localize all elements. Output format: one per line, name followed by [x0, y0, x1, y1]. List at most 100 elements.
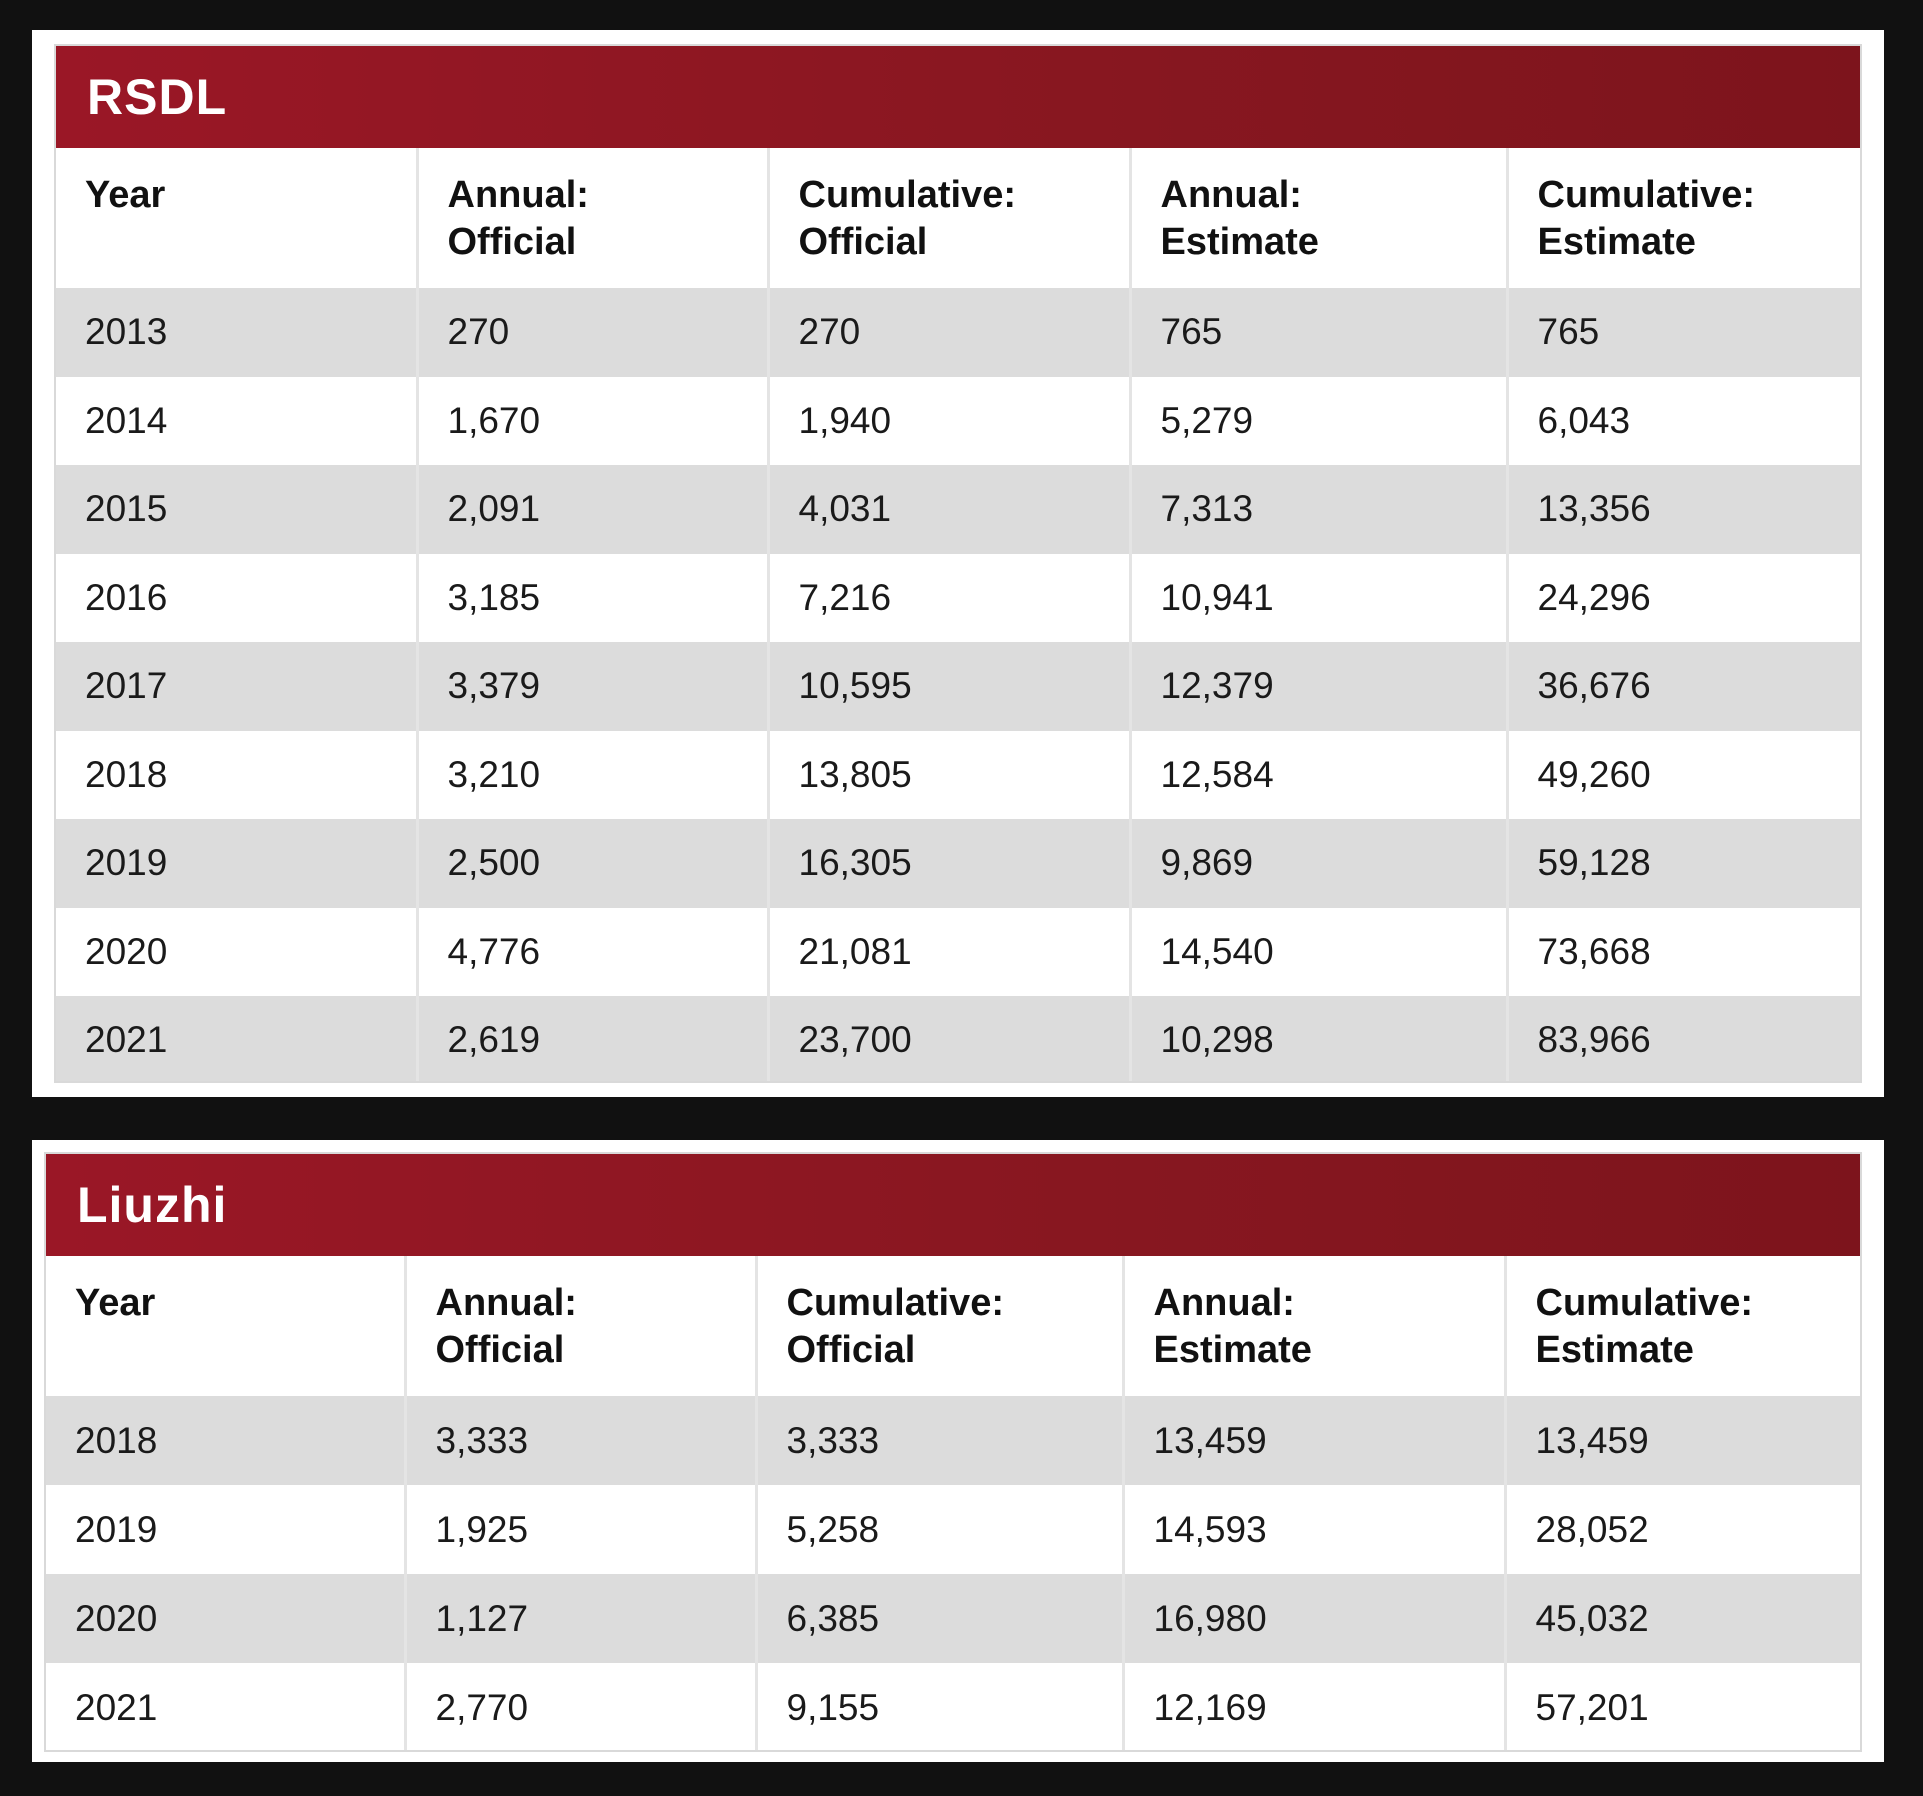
- cell-year: 2021: [46, 1663, 405, 1750]
- cell-annual-estimate: 12,379: [1128, 642, 1507, 731]
- cell-cumulative-estimate: 28,052: [1503, 1485, 1860, 1574]
- column-header-line: Estimate: [1160, 221, 1319, 263]
- cell-annual-estimate: 14,593: [1121, 1485, 1505, 1574]
- cell-cumulative-estimate: 13,459: [1503, 1396, 1860, 1485]
- column-header-line: Official: [435, 1329, 565, 1371]
- table-row: 2018 3,333 3,333 13,459 13,459: [46, 1396, 1860, 1485]
- column-header-line: Cumulative:: [786, 1282, 1004, 1324]
- cell-annual-official: 2,091: [415, 465, 768, 554]
- column-header-line: Annual:: [1160, 174, 1302, 216]
- table-row: 2019 2,500 16,305 9,869 59,128: [56, 819, 1860, 908]
- cell-cumulative-official: 7,216: [766, 553, 1130, 642]
- cell-cumulative-official: 6,385: [754, 1574, 1123, 1663]
- header-row: Year Annual: Official Cumulative: Official An…: [56, 148, 1860, 288]
- column-header-line: Estimate: [1153, 1329, 1312, 1371]
- column-header-line: Cumulative:: [798, 174, 1016, 216]
- cell-cumulative-official: 5,258: [754, 1485, 1123, 1574]
- cell-annual-estimate: 13,459: [1121, 1396, 1505, 1485]
- cell-annual-official: 2,500: [415, 819, 768, 908]
- table-row: 2017 3,379 10,595 12,379 36,676: [56, 642, 1860, 731]
- table-row: 2021 2,770 9,155 12,169 57,201: [46, 1663, 1860, 1750]
- cell-year: 2021: [56, 996, 417, 1081]
- table-row: 2020 1,127 6,385 16,980 45,032: [46, 1574, 1860, 1663]
- cell-annual-estimate: 5,279: [1128, 376, 1507, 465]
- column-header-year: Year: [56, 148, 417, 288]
- cell-cumulative-estimate: 13,356: [1505, 465, 1860, 554]
- cell-year: 2020: [46, 1574, 405, 1663]
- cell-cumulative-official: 16,305: [766, 819, 1130, 908]
- cell-cumulative-official: 270: [766, 288, 1130, 377]
- cell-annual-official: 270: [415, 288, 768, 377]
- liuzhi-title: Liuzhi: [46, 1154, 1860, 1256]
- column-header-year: Year: [46, 1256, 405, 1396]
- column-header-line: Year: [75, 1282, 156, 1324]
- cell-cumulative-official: 23,700: [766, 996, 1130, 1081]
- column-header-line: Official: [447, 221, 577, 263]
- rsdl-panel: RSDL Year Annual: Official Cumulative: Offic…: [32, 30, 1884, 1097]
- column-header-line: Official: [786, 1329, 916, 1371]
- cell-cumulative-estimate: 45,032: [1503, 1574, 1860, 1663]
- cell-annual-estimate: 9,869: [1128, 819, 1507, 908]
- cell-cumulative-official: 4,031: [766, 465, 1130, 554]
- column-header-line: Year: [85, 174, 166, 216]
- cell-cumulative-estimate: 83,966: [1505, 996, 1860, 1081]
- cell-cumulative-official: 21,081: [766, 907, 1130, 996]
- cell-cumulative-estimate: 57,201: [1503, 1663, 1860, 1750]
- rsdl-title: RSDL: [56, 46, 1860, 148]
- table-row: 2013 270 270 765 765: [56, 288, 1860, 377]
- column-header-line: Cumulative:: [1537, 174, 1755, 216]
- cell-cumulative-estimate: 59,128: [1505, 819, 1860, 908]
- cell-year: 2020: [56, 907, 417, 996]
- column-header-cumulative-official: Cumulative: Official: [766, 148, 1130, 288]
- cell-annual-official: 4,776: [415, 907, 768, 996]
- cell-annual-official: 1,127: [403, 1574, 756, 1663]
- column-header-line: Annual:: [447, 174, 589, 216]
- cell-year: 2017: [56, 642, 417, 731]
- table-row: 2015 2,091 4,031 7,313 13,356: [56, 465, 1860, 554]
- cell-cumulative-official: 3,333: [754, 1396, 1123, 1485]
- cell-cumulative-estimate: 49,260: [1505, 730, 1860, 819]
- column-header-line: Official: [798, 221, 928, 263]
- cell-annual-official: 3,333: [403, 1396, 756, 1485]
- cell-year: 2019: [46, 1485, 405, 1574]
- cell-annual-estimate: 765: [1128, 288, 1507, 377]
- column-header-cumulative-official: Cumulative: Official: [754, 1256, 1123, 1396]
- table-row: 2019 1,925 5,258 14,593 28,052: [46, 1485, 1860, 1574]
- cell-cumulative-estimate: 6,043: [1505, 376, 1860, 465]
- liuzhi-table-box: Liuzhi Year Annual: Official Cumulative: Off…: [44, 1152, 1862, 1752]
- cell-annual-estimate: 7,313: [1128, 465, 1507, 554]
- column-header-line: Estimate: [1535, 1329, 1694, 1371]
- column-header-annual-estimate: Annual: Estimate: [1128, 148, 1507, 288]
- cell-cumulative-estimate: 36,676: [1505, 642, 1860, 731]
- cell-annual-estimate: 10,298: [1128, 996, 1507, 1081]
- column-header-cumulative-estimate: Cumulative: Estimate: [1503, 1256, 1860, 1396]
- cell-year: 2014: [56, 376, 417, 465]
- column-header-cumulative-estimate: Cumulative: Estimate: [1505, 148, 1860, 288]
- cell-year: 2013: [56, 288, 417, 377]
- cell-cumulative-official: 9,155: [754, 1663, 1123, 1750]
- cell-annual-official: 3,379: [415, 642, 768, 731]
- cell-cumulative-official: 1,940: [766, 376, 1130, 465]
- cell-annual-estimate: 10,941: [1128, 553, 1507, 642]
- column-header-line: Annual:: [1153, 1282, 1295, 1324]
- table-row: 2014 1,670 1,940 5,279 6,043: [56, 376, 1860, 465]
- cell-cumulative-official: 10,595: [766, 642, 1130, 731]
- cell-annual-official: 1,925: [403, 1485, 756, 1574]
- cell-cumulative-estimate: 765: [1505, 288, 1860, 377]
- column-header-annual-official: Annual: Official: [403, 1256, 756, 1396]
- liuzhi-table: Year Annual: Official Cumulative: Official An…: [46, 1256, 1860, 1750]
- cell-cumulative-official: 13,805: [766, 730, 1130, 819]
- column-header-annual-official: Annual: Official: [415, 148, 768, 288]
- column-header-line: Cumulative:: [1535, 1282, 1753, 1324]
- cell-annual-official: 3,185: [415, 553, 768, 642]
- cell-annual-estimate: 12,584: [1128, 730, 1507, 819]
- cell-annual-estimate: 16,980: [1121, 1574, 1505, 1663]
- column-header-annual-estimate: Annual: Estimate: [1121, 1256, 1505, 1396]
- column-header-line: Annual:: [435, 1282, 577, 1324]
- rsdl-table: Year Annual: Official Cumulative: Official An…: [56, 148, 1860, 1081]
- cell-annual-official: 2,770: [403, 1663, 756, 1750]
- cell-annual-official: 3,210: [415, 730, 768, 819]
- cell-annual-estimate: 14,540: [1128, 907, 1507, 996]
- header-row: Year Annual: Official Cumulative: Official An…: [46, 1256, 1860, 1396]
- column-header-line: Estimate: [1537, 221, 1696, 263]
